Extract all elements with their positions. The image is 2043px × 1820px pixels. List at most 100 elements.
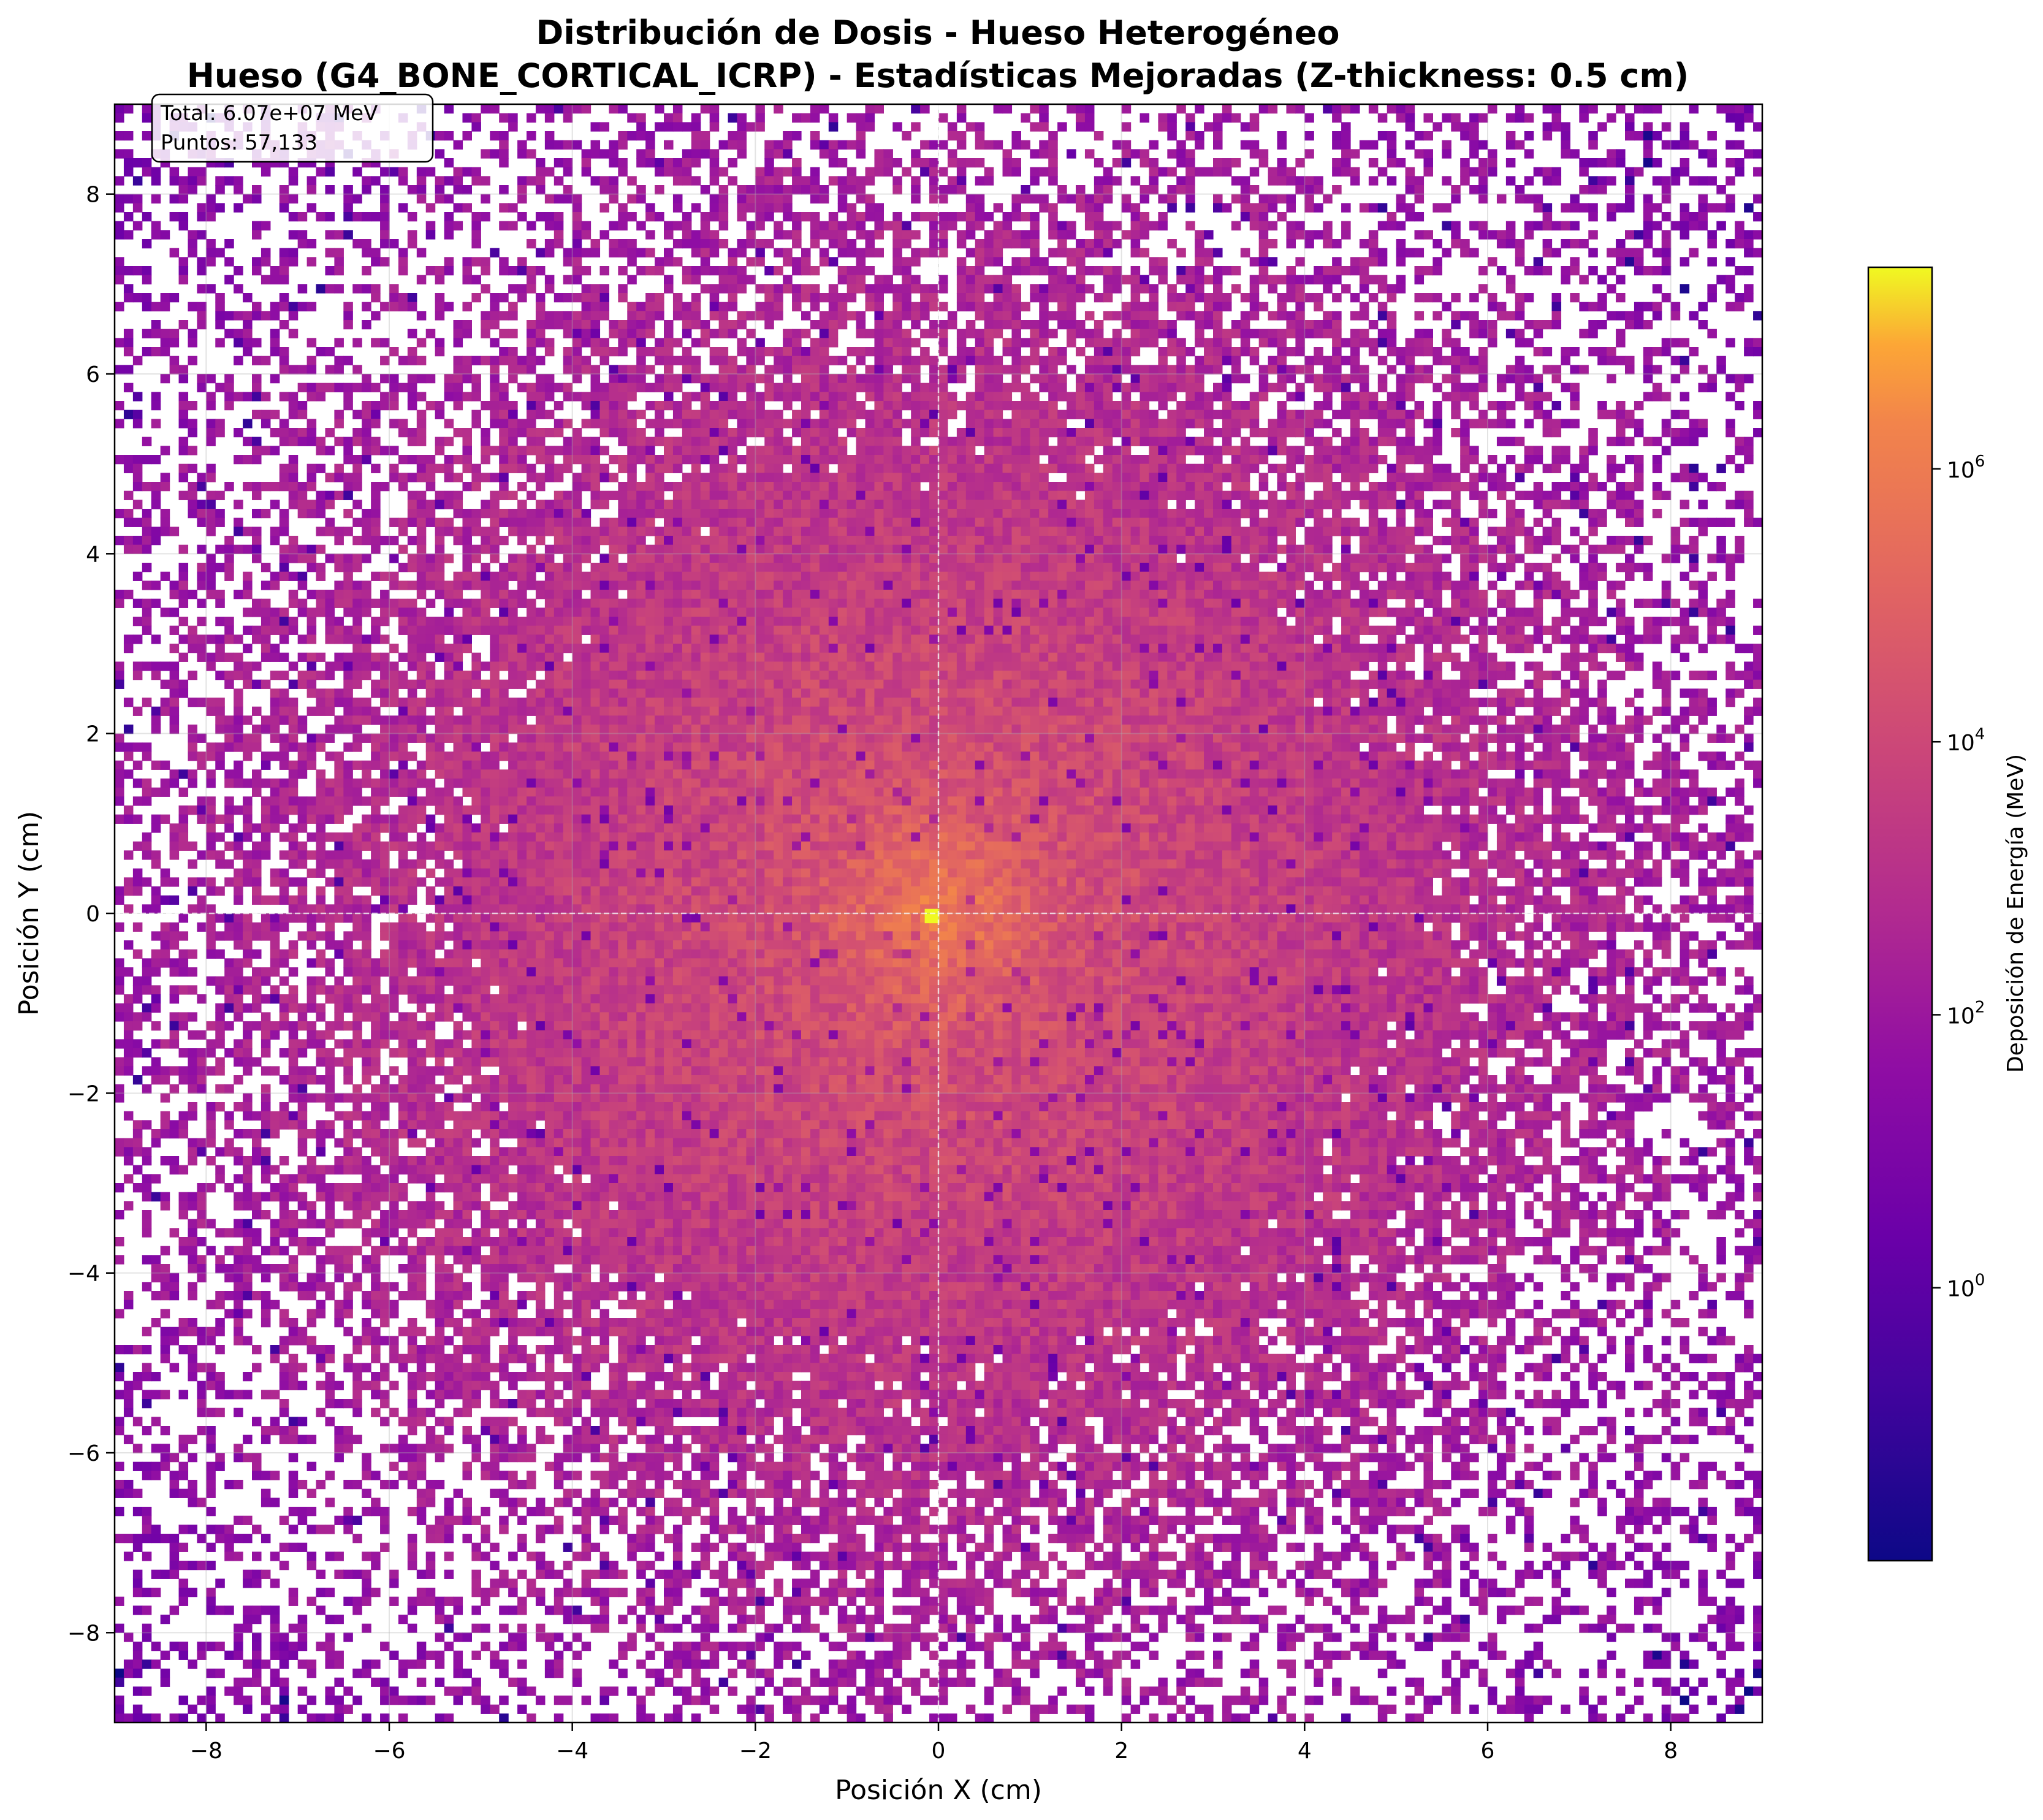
- heatmap-cell: [1369, 140, 1379, 150]
- heatmap-cell: [1369, 455, 1379, 464]
- heatmap-cell: [1561, 140, 1570, 150]
- heatmap-cell: [1378, 410, 1388, 419]
- heatmap-cell: [938, 527, 948, 536]
- heatmap-cell: [1222, 302, 1232, 311]
- heatmap-cell: [471, 356, 481, 365]
- heatmap-cell: [1158, 383, 1168, 392]
- heatmap-cell: [1167, 320, 1177, 329]
- heatmap-cell: [1057, 122, 1067, 131]
- heatmap-cell: [1469, 122, 1479, 131]
- heatmap-cell: [1021, 518, 1030, 527]
- heatmap-cell: [334, 383, 344, 392]
- heatmap-cell: [1469, 392, 1479, 401]
- heatmap-cell: [1250, 500, 1260, 509]
- heatmap-cell: [710, 374, 720, 383]
- heatmap-cell: [783, 230, 793, 239]
- heatmap-cell: [609, 176, 618, 185]
- heatmap-cell: [948, 500, 957, 509]
- heatmap-cell: [124, 131, 134, 140]
- heatmap-cell: [1158, 527, 1168, 536]
- heatmap-cell: [1085, 149, 1095, 158]
- heatmap-cell: [701, 446, 710, 455]
- heatmap-cell: [710, 158, 720, 167]
- heatmap-cell: [1506, 518, 1516, 527]
- heatmap-cell: [124, 491, 134, 500]
- heatmap-cell: [728, 410, 738, 419]
- heatmap-cell: [1176, 104, 1186, 113]
- heatmap-cell: [1140, 527, 1150, 536]
- heatmap-cell: [1323, 374, 1333, 383]
- heatmap-cell: [1478, 356, 1488, 365]
- heatmap-cell: [627, 374, 637, 383]
- heatmap-cell: [1515, 140, 1525, 150]
- heatmap-cell: [874, 509, 884, 518]
- heatmap-cell: [517, 518, 527, 527]
- heatmap-cell: [902, 284, 911, 293]
- heatmap-cell: [710, 419, 720, 428]
- heatmap-cell: [1680, 221, 1690, 230]
- heatmap-cell: [911, 500, 921, 509]
- heatmap-cell: [389, 473, 399, 482]
- heatmap-cell: [573, 104, 582, 113]
- heatmap-cell: [352, 473, 362, 482]
- heatmap-cell: [352, 536, 362, 545]
- heatmap-cell: [609, 104, 618, 113]
- heatmap-cell: [1030, 428, 1040, 437]
- heatmap-cell: [829, 320, 839, 329]
- heatmap-cell: [856, 374, 866, 383]
- heatmap-cell: [1131, 311, 1141, 320]
- heatmap-cell: [609, 491, 618, 500]
- heatmap-cell: [1506, 158, 1516, 167]
- heatmap-cell: [1432, 473, 1442, 482]
- heatmap-cell: [1213, 446, 1223, 455]
- heatmap-cell: [1396, 536, 1406, 545]
- heatmap-cell: [1067, 320, 1076, 329]
- heatmap-cell: [334, 491, 344, 500]
- heatmap-cell: [1176, 248, 1186, 257]
- heatmap-cell: [527, 365, 536, 374]
- heatmap-cell: [1369, 248, 1379, 257]
- heatmap-cell: [362, 509, 371, 518]
- heatmap-cell: [829, 383, 839, 392]
- heatmap-cell: [454, 338, 463, 347]
- heatmap-cell: [1570, 401, 1580, 410]
- heatmap-cell: [838, 176, 848, 185]
- heatmap-cell: [966, 464, 976, 473]
- heatmap-cell: [1369, 320, 1379, 329]
- heatmap-cell: [252, 230, 262, 239]
- heatmap-cell: [261, 410, 271, 419]
- heatmap-cell: [1295, 482, 1305, 491]
- heatmap-cell: [280, 302, 289, 311]
- heatmap-cell: [1085, 500, 1095, 509]
- heatmap-cell: [1488, 401, 1497, 410]
- heatmap-cell: [389, 518, 399, 527]
- heatmap-cell: [197, 482, 207, 491]
- heatmap-cell: [554, 518, 564, 527]
- heatmap-cell: [499, 149, 509, 158]
- heatmap-cell: [1076, 500, 1086, 509]
- heatmap-cell: [755, 302, 765, 311]
- heatmap-cell: [664, 518, 674, 527]
- heatmap-cell: [499, 518, 509, 527]
- heatmap-cell: [1122, 338, 1132, 347]
- heatmap-cell: [636, 122, 646, 131]
- heatmap-cell: [563, 257, 573, 266]
- heatmap-cell: [892, 221, 902, 230]
- heatmap-cell: [645, 500, 655, 509]
- heatmap-cell: [874, 311, 884, 320]
- heatmap-cell: [655, 410, 664, 419]
- heatmap-cell: [1597, 320, 1607, 329]
- heatmap-cell: [645, 527, 655, 536]
- heatmap-cell: [682, 176, 692, 185]
- heatmap-cell: [783, 203, 793, 212]
- heatmap-cell: [1057, 374, 1067, 383]
- heatmap-cell: [499, 158, 509, 167]
- heatmap-cell: [1662, 491, 1672, 500]
- heatmap-cell: [1113, 347, 1122, 356]
- heatmap-cell: [1552, 320, 1562, 329]
- heatmap-cell: [1149, 509, 1158, 518]
- heatmap-cell: [1625, 203, 1635, 212]
- heatmap-cell: [1185, 536, 1195, 545]
- heatmap-cell: [1360, 410, 1369, 419]
- heatmap-cell: [1030, 455, 1040, 464]
